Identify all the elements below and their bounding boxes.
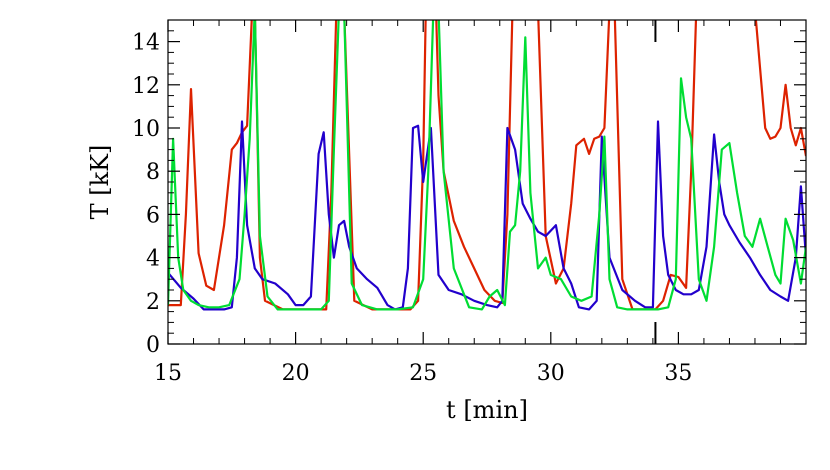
series-line-2 [168,120,806,311]
y-tick-label: 14 [132,31,160,56]
y-tick-label: 0 [146,333,160,358]
x-tick-label: 20 [282,361,310,386]
x-tick-label: 25 [409,361,437,386]
y-tick-label: 12 [132,74,160,99]
y-tick-label: 2 [146,290,160,315]
x-tick-label: 15 [154,361,182,386]
y-tick-label: 8 [146,160,160,185]
axes-layer: 15 20 25 30 35 0 2 4 6 8 10 12 14 [132,19,807,386]
x-tick-label: 30 [537,361,565,386]
x-axis-label: t [min] [446,396,528,424]
series-line-3 [168,20,806,311]
y-tick-label: 4 [146,247,160,272]
x-tick-label: 35 [664,361,692,386]
y-axis-label: T [kK] [86,145,114,220]
y-tick-label: 10 [132,117,160,142]
y-tick-label: 6 [146,203,160,228]
series-layer [168,20,806,311]
